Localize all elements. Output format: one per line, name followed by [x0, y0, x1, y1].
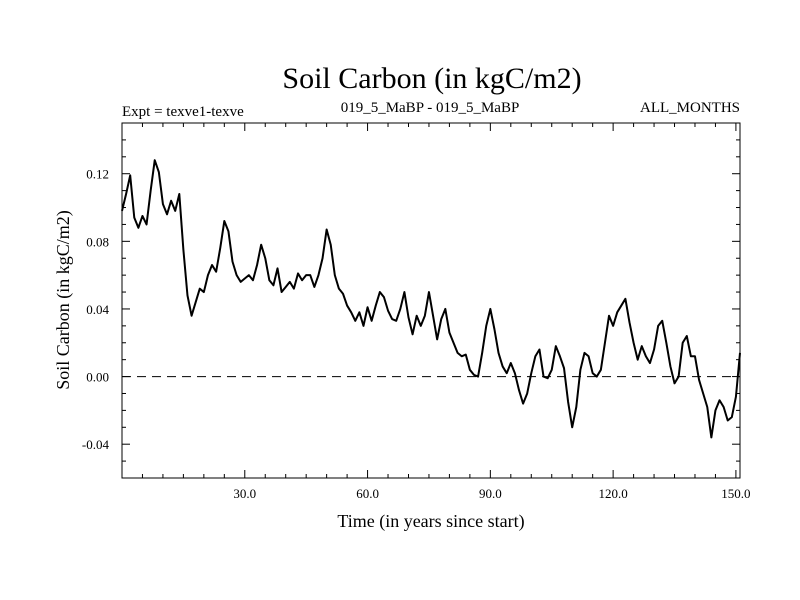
y-tick-label: 0.04: [86, 302, 109, 317]
x-tick-label: 120.0: [599, 486, 628, 501]
y-tick-labels: -0.04 0.00 0.04 0.08 0.12: [82, 167, 110, 452]
y-tick-label: 0.00: [86, 370, 109, 385]
x-tick-label: 30.0: [233, 486, 256, 501]
y-tick-label: 0.08: [86, 234, 109, 249]
period-label: 019_5_MaBP - 019_5_MaBP: [341, 100, 520, 116]
y-axis-label: Soil Carbon (in kgC/m2): [53, 210, 74, 390]
plot-frame: [121, 122, 741, 479]
x-tick-label: 60.0: [356, 486, 379, 501]
months-label: ALL_MONTHS: [640, 100, 740, 116]
experiment-label: Expt = texve1-texve: [122, 104, 244, 120]
x-tick-label: 150.0: [721, 486, 750, 501]
x-axis-label: Time (in years since start): [337, 511, 524, 532]
y-tick-label: -0.04: [82, 437, 110, 452]
chart-title: Soil Carbon (in kgC/m2): [282, 62, 581, 95]
x-tick-label: 90.0: [479, 486, 502, 501]
x-tick-labels: 30.0 60.0 90.0 120.0 150.0: [233, 486, 750, 501]
soil-carbon-series-line: [121, 159, 741, 439]
y-tick-label: 0.12: [86, 167, 109, 182]
